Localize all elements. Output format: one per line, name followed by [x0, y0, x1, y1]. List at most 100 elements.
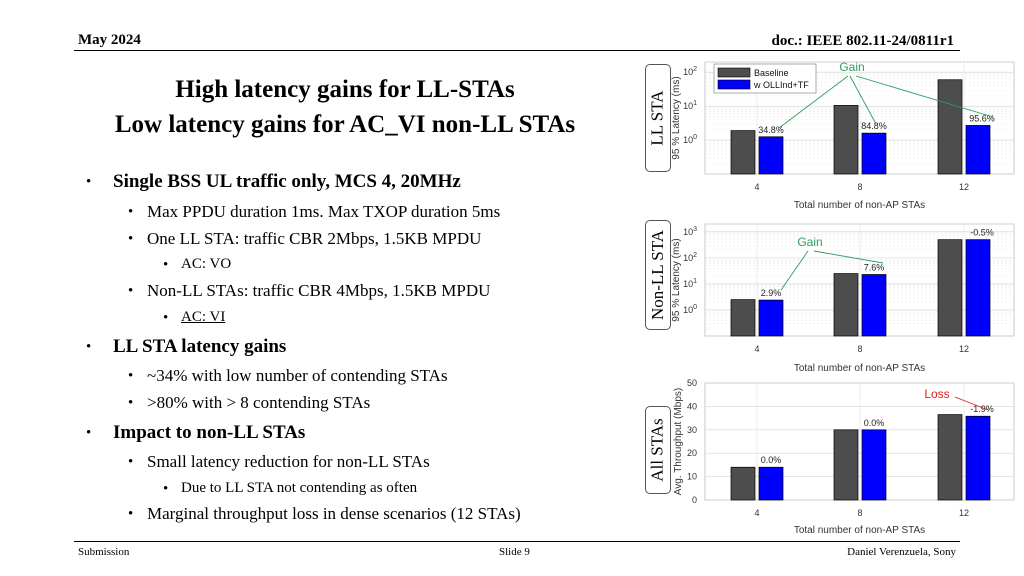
bullet-dot: •: [128, 368, 134, 384]
data-label: 2.9%: [761, 288, 782, 298]
x-axis-label: Total number of non-AP STAs: [794, 525, 925, 536]
y-tick-label: 103: [683, 226, 697, 237]
bullet-ac-vo: AC: VO: [181, 256, 232, 272]
gain-pointer-line: [778, 75, 849, 129]
y-tick-label: 100: [683, 134, 697, 145]
bullet-throughput-loss: Marginal throughput loss in dense scenar…: [147, 504, 521, 523]
legend-label-baseline: Baseline: [754, 68, 789, 78]
gain-label: Gain: [797, 235, 822, 249]
y-tick-label: 0: [692, 495, 697, 505]
header-date: May 2024: [78, 32, 141, 48]
bar-ollind: [965, 125, 991, 175]
y-axis-label: 95 % Latency (ms): [671, 238, 682, 321]
loss-pointer-line: [954, 396, 989, 411]
bullet-gain-high: >80% with > 8 contending STAs: [147, 393, 371, 412]
bullet-dot: •: [128, 454, 134, 470]
gain-pointer-line: [780, 250, 809, 291]
x-axis-label: Total number of non-AP STAs: [794, 200, 925, 211]
y-tick-label: 30: [687, 425, 697, 435]
y-tick-label: 101: [683, 100, 697, 111]
side-label-ll-sta: LL STA: [645, 64, 671, 172]
legend-swatch-baseline: [717, 67, 751, 78]
gain-label: Gain: [839, 60, 864, 74]
bullet-dot: •: [86, 174, 92, 190]
y-tick-label: 20: [687, 448, 697, 458]
data-label: -1.9%: [970, 404, 994, 414]
bullet-small-reduction: Small latency reduction for non-LL STAs: [147, 452, 430, 471]
bar-baseline: [833, 273, 859, 337]
bullet-not-contending: Due to LL STA not contending as often: [181, 480, 418, 496]
bar-ollind: [965, 239, 991, 337]
legend-swatch-ollind: [717, 79, 751, 90]
x-tick-label: 8: [857, 344, 862, 354]
bullet-dot: •: [128, 506, 134, 522]
x-tick-label: 8: [857, 182, 862, 192]
bullet-ac-vi: AC: VI: [181, 309, 226, 325]
bullet-impact: Impact to non-LL STAs: [113, 422, 306, 443]
gain-pointer-line: [813, 250, 884, 264]
side-label-non-ll-sta: Non-LL STA: [645, 220, 671, 330]
footer-slide-number: Slide 9: [499, 546, 530, 558]
bar-ollind: [758, 299, 784, 337]
data-label: 0.0%: [761, 455, 782, 465]
data-label: 7.6%: [864, 262, 885, 272]
bullet-dot: •: [86, 425, 92, 441]
x-tick-label: 4: [754, 182, 759, 192]
bar-baseline: [937, 414, 963, 501]
bullet-dot: •: [128, 231, 134, 247]
x-tick-label: 4: [754, 344, 759, 354]
data-label: 0.0%: [864, 418, 885, 428]
header-rule: [74, 50, 960, 51]
bullet-ppdu: Max PPDU duration 1ms. Max TXOP duration…: [147, 202, 501, 221]
footer-rule: [74, 541, 960, 542]
bar-ollind: [861, 274, 887, 337]
bullet-dot: •: [163, 257, 169, 273]
y-tick-label: 102: [683, 252, 697, 263]
bar-ollind: [861, 132, 887, 175]
y-axis-label: Avg. Throughput (Mbps): [673, 388, 684, 495]
y-tick-label: 40: [687, 401, 697, 411]
bar-baseline: [937, 79, 963, 175]
x-tick-label: 12: [959, 508, 969, 518]
y-tick-label: 102: [683, 66, 697, 77]
y-axis-label: 95 % Latency (ms): [671, 76, 682, 159]
y-tick-label: 50: [687, 378, 697, 388]
slide-title: High latency gains for LL-STAs Low laten…: [60, 72, 630, 142]
data-label: 95.6%: [969, 113, 995, 123]
x-tick-label: 4: [754, 508, 759, 518]
title-line-2: Low latency gains for AC_VI non-LL STAs: [114, 111, 576, 138]
bullet-non-ll-traffic: Non-LL STAs: traffic CBR 4Mbps, 1.5KB MP…: [147, 281, 491, 300]
footer-submission: Submission: [78, 546, 130, 558]
footer-author: Daniel Verenzuela, Sony: [847, 546, 956, 558]
loss-label: Loss: [924, 387, 949, 401]
gain-pointer-line: [855, 75, 994, 118]
bullet-ll-sta-traffic: One LL STA: traffic CBR 2Mbps, 1.5KB MPD…: [147, 229, 482, 248]
y-tick-label: 10: [687, 472, 697, 482]
bar-baseline: [730, 299, 756, 337]
title-line-1: High latency gains for LL-STAs: [175, 76, 515, 103]
bullet-dot: •: [128, 204, 134, 220]
bullet-gain-low: ~34% with low number of contending STAs: [147, 366, 448, 385]
bar-baseline: [937, 239, 963, 337]
bullet-ll-gains: LL STA latency gains: [113, 336, 287, 357]
x-tick-label: 12: [959, 344, 969, 354]
bullet-dot: •: [128, 395, 134, 411]
data-label: 34.8%: [758, 125, 784, 135]
header-doc-id: doc.: IEEE 802.11-24/0811r1: [771, 33, 954, 49]
y-tick-label: 100: [683, 304, 697, 315]
data-label: -0.5%: [970, 228, 994, 238]
x-axis-label: Total number of non-AP STAs: [794, 363, 925, 374]
bar-baseline: [730, 466, 756, 501]
bar-ollind: [965, 415, 991, 501]
side-label-all-stas: All STAs: [645, 406, 671, 494]
y-tick-label: 101: [683, 278, 697, 289]
plot-area: [704, 223, 1015, 337]
gain-pointer-line: [849, 75, 877, 125]
bar-ollind: [758, 466, 784, 501]
x-tick-label: 8: [857, 508, 862, 518]
legend-label-ollind: w OLLInd+TF: [753, 80, 809, 90]
bullet-scenario: Single BSS UL traffic only, MCS 4, 20MHz: [113, 171, 461, 192]
bar-baseline: [730, 130, 756, 175]
bar-baseline: [833, 429, 859, 501]
